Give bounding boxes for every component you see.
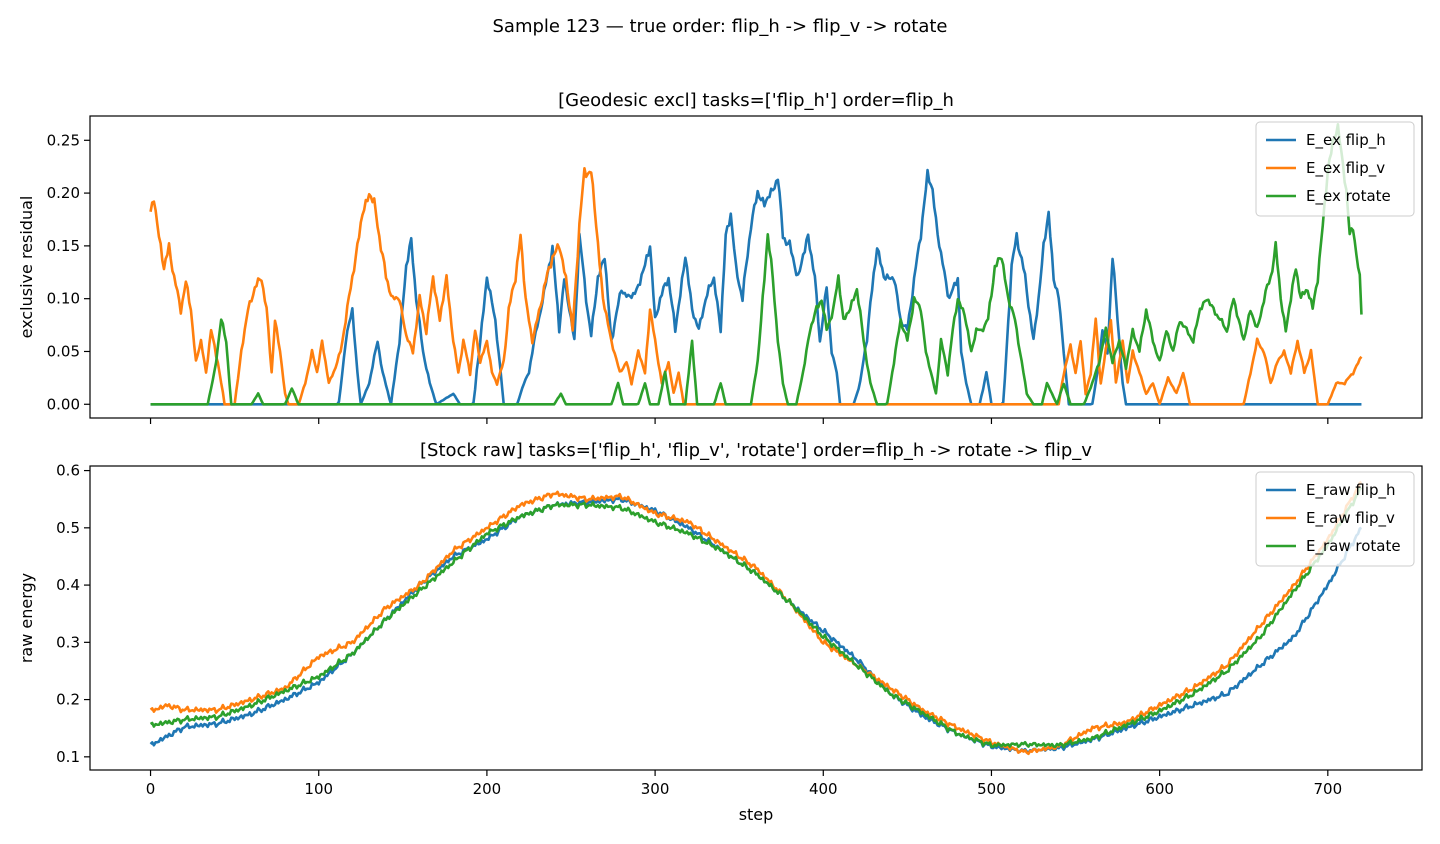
y-axis-label: raw energy (17, 573, 36, 663)
x-tick-label: 200 (473, 780, 502, 798)
x-tick-label: 400 (809, 780, 838, 798)
series-line-2 (149, 166, 1363, 406)
series-group (149, 123, 1363, 406)
axes-frame (89, 115, 1423, 419)
y-tick-label: 0.15 (47, 237, 80, 255)
series-group (149, 480, 1363, 756)
axes-frame (89, 465, 1423, 771)
chart-title: [Geodesic excl] tasks=['flip_h'] order=f… (558, 90, 954, 111)
y-tick-label: 0.2 (56, 691, 80, 709)
legend: E_raw flip_h E_raw flip_v E_raw rotate (1255, 471, 1415, 567)
legend-label: E_ex flip_h (1306, 131, 1386, 150)
series-line-3 (149, 486, 1363, 749)
legend-box (1255, 471, 1415, 567)
series-line-2 (149, 480, 1363, 756)
x-tick-label: 500 (977, 780, 1006, 798)
y-tick-label: 0.00 (47, 395, 80, 413)
x-tick-label: 600 (1145, 780, 1174, 798)
legend-label: E_raw flip_v (1306, 509, 1395, 528)
x-tick-label: 300 (641, 780, 670, 798)
y-tick-label: 0.3 (56, 633, 80, 651)
legend-box (1255, 121, 1415, 217)
x-tick-label: 700 (1313, 780, 1342, 798)
figure-suptitle: Sample 123 — true order: flip_h -> flip_… (492, 16, 947, 37)
y-tick-label: 0.25 (47, 131, 80, 149)
x-tick-label: 0 (146, 780, 156, 798)
y-tick-label: 0.1 (56, 748, 80, 766)
y-tick-label: 0.10 (47, 290, 80, 308)
legend-label: E_ex flip_v (1306, 159, 1385, 178)
x-axis-label: step (739, 805, 774, 824)
y-tick-label: 0.05 (47, 342, 80, 360)
chart-title: [Stock raw] tasks=['flip_h', 'flip_v', '… (420, 440, 1092, 461)
chart-1: [Geodesic excl] tasks=['flip_h'] order=f… (17, 90, 1423, 424)
y-tick-label: 0.5 (56, 519, 80, 537)
y-axis-label: exclusive residual (17, 196, 36, 339)
legend-label: E_raw rotate (1306, 537, 1401, 556)
y-tick-label: 0.6 (56, 462, 80, 480)
chart-2: [Stock raw] tasks=['flip_h', 'flip_v', '… (17, 440, 1423, 824)
y-tick-label: 0.4 (56, 576, 80, 594)
legend-label: E_ex rotate (1306, 187, 1391, 206)
series-line-3 (150, 123, 1363, 406)
legend: E_ex flip_h E_ex flip_v E_ex rotate (1255, 121, 1415, 217)
legend-label: E_raw flip_h (1306, 481, 1396, 500)
x-tick-label: 100 (304, 780, 333, 798)
y-tick-label: 0.20 (47, 184, 80, 202)
